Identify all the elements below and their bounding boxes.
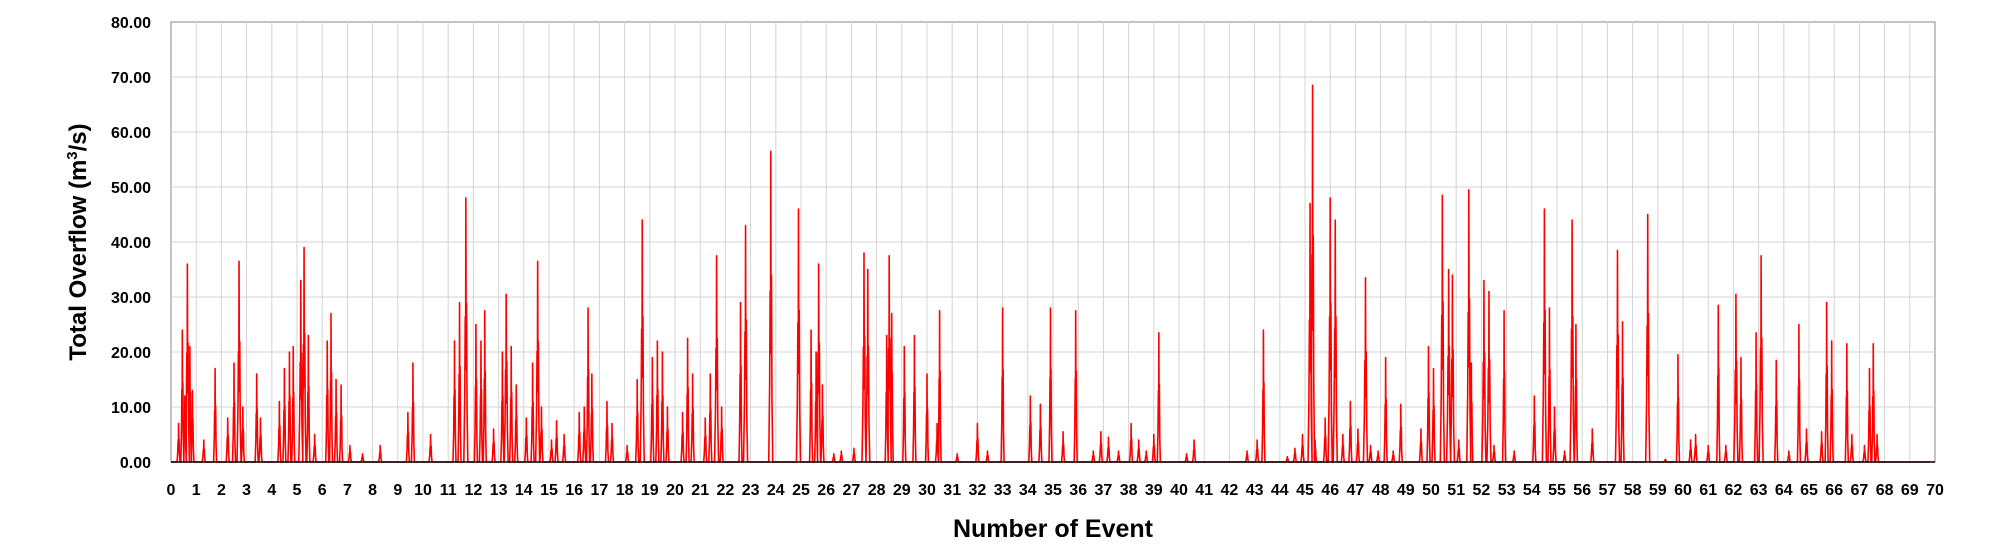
x-tick-label: 53: [1498, 482, 1516, 499]
y-tick-label: 80.00: [111, 15, 151, 32]
x-tick-label: 52: [1473, 482, 1491, 499]
x-tick-label: 50: [1422, 482, 1440, 499]
x-tick-label: 40: [1170, 482, 1188, 499]
x-tick-label: 3: [242, 482, 251, 499]
x-tick-label: 39: [1145, 482, 1163, 499]
y-tick-label: 20.00: [111, 345, 151, 362]
x-tick-label: 55: [1548, 482, 1566, 499]
x-tick-label: 9: [393, 482, 402, 499]
y-tick-label: 0.00: [120, 455, 151, 472]
y-tick-label: 60.00: [111, 125, 151, 142]
x-tick-label: 65: [1800, 482, 1818, 499]
x-tick-label: 27: [843, 482, 861, 499]
y-tick-label: 10.00: [111, 400, 151, 417]
x-tick-label: 26: [817, 482, 835, 499]
x-tick-label: 64: [1775, 482, 1793, 499]
x-tick-label: 60: [1674, 482, 1692, 499]
gridlines: [171, 22, 1935, 462]
x-tick-label: 69: [1901, 482, 1919, 499]
x-tick-label: 16: [565, 482, 583, 499]
x-tick-label: 61: [1699, 482, 1717, 499]
x-tick-label: 30: [918, 482, 936, 499]
x-tick-label: 57: [1599, 482, 1617, 499]
x-tick-label: 48: [1372, 482, 1390, 499]
x-tick-label: 20: [666, 482, 684, 499]
x-tick-label: 28: [868, 482, 886, 499]
x-tick-label: 29: [893, 482, 911, 499]
x-tick-label: 24: [767, 482, 785, 499]
x-tick-label: 22: [717, 482, 735, 499]
x-tick-label: 11: [440, 482, 457, 499]
y-axis-title-main: Total Overflow (m: [65, 160, 92, 361]
x-tick-label: 32: [969, 482, 987, 499]
x-tick-label: 38: [1120, 482, 1138, 499]
x-tick-label: 14: [515, 482, 533, 499]
y-tick-label: 30.00: [111, 290, 151, 307]
y-axis-title-sup: 3: [64, 151, 81, 159]
x-tick-label: 2: [217, 482, 226, 499]
x-tick-label: 54: [1523, 482, 1541, 499]
x-tick-label: 44: [1271, 482, 1289, 499]
y-axis-title: Total Overflow (m3/s): [64, 123, 92, 360]
x-tick-label: 41: [1195, 482, 1213, 499]
y-tick-label: 40.00: [111, 235, 151, 252]
x-tick-label: 43: [1246, 482, 1264, 499]
x-axis-title: Number of Event: [953, 515, 1154, 543]
x-tick-label: 25: [792, 482, 810, 499]
x-tick-label: 68: [1876, 482, 1894, 499]
x-tick-label: 35: [1044, 482, 1062, 499]
x-tick-label: 5: [293, 482, 302, 499]
x-tick-label: 49: [1397, 482, 1415, 499]
x-tick-label: 12: [465, 482, 483, 499]
x-tick-label: 18: [616, 482, 634, 499]
x-tick-label: 51: [1447, 482, 1465, 499]
x-tick-label: 4: [267, 482, 276, 499]
x-tick-label: 67: [1851, 482, 1869, 499]
x-tick-label: 31: [943, 482, 961, 499]
x-tick-label: 42: [1221, 482, 1239, 499]
x-tick-labels: 0 1 2 3 4 5 6 7 8 9 10 11 12 13 14 15 16 17 18 19 20 21 22 23 24…: [167, 482, 1944, 499]
x-tick-label: 46: [1321, 482, 1339, 499]
x-tick-label: 10: [414, 482, 432, 499]
x-tick-label: 66: [1825, 482, 1843, 499]
x-tick-label: 1: [192, 482, 201, 499]
x-tick-label: 19: [641, 482, 659, 499]
x-tick-label: 58: [1624, 482, 1642, 499]
overflow-series-line: [171, 84, 1930, 463]
x-tick-label: 23: [742, 482, 760, 499]
x-tick-label: 34: [1019, 482, 1037, 499]
series-group: [171, 84, 1930, 463]
y-tick-labels: 0.00 10.00 20.00 30.00 40.00 50.00 60.00 70.00 8…: [111, 15, 151, 472]
x-tick-label: 56: [1573, 482, 1591, 499]
x-tick-label: 8: [368, 482, 377, 499]
x-tick-label: 0: [167, 482, 176, 499]
x-tick-label: 7: [343, 482, 352, 499]
x-tick-label: 45: [1296, 482, 1314, 499]
x-tick-label: 63: [1750, 482, 1768, 499]
x-tick-label: 59: [1649, 482, 1667, 499]
x-tick-label: 15: [540, 482, 558, 499]
x-tick-label: 62: [1725, 482, 1743, 499]
y-axis-title-tail: /s): [65, 123, 92, 151]
x-tick-label: 6: [318, 482, 327, 499]
x-tick-label: 36: [1069, 482, 1087, 499]
x-tick-label: 47: [1347, 482, 1365, 499]
x-tick-label: 21: [691, 482, 709, 499]
x-tick-label: 13: [490, 482, 508, 499]
y-tick-label: 50.00: [111, 180, 151, 197]
x-tick-label: 33: [994, 482, 1012, 499]
y-tick-label: 70.00: [111, 70, 151, 87]
x-tick-label: 17: [591, 482, 609, 499]
x-tick-label: 70: [1926, 482, 1944, 499]
x-tick-label: 37: [1095, 482, 1113, 499]
